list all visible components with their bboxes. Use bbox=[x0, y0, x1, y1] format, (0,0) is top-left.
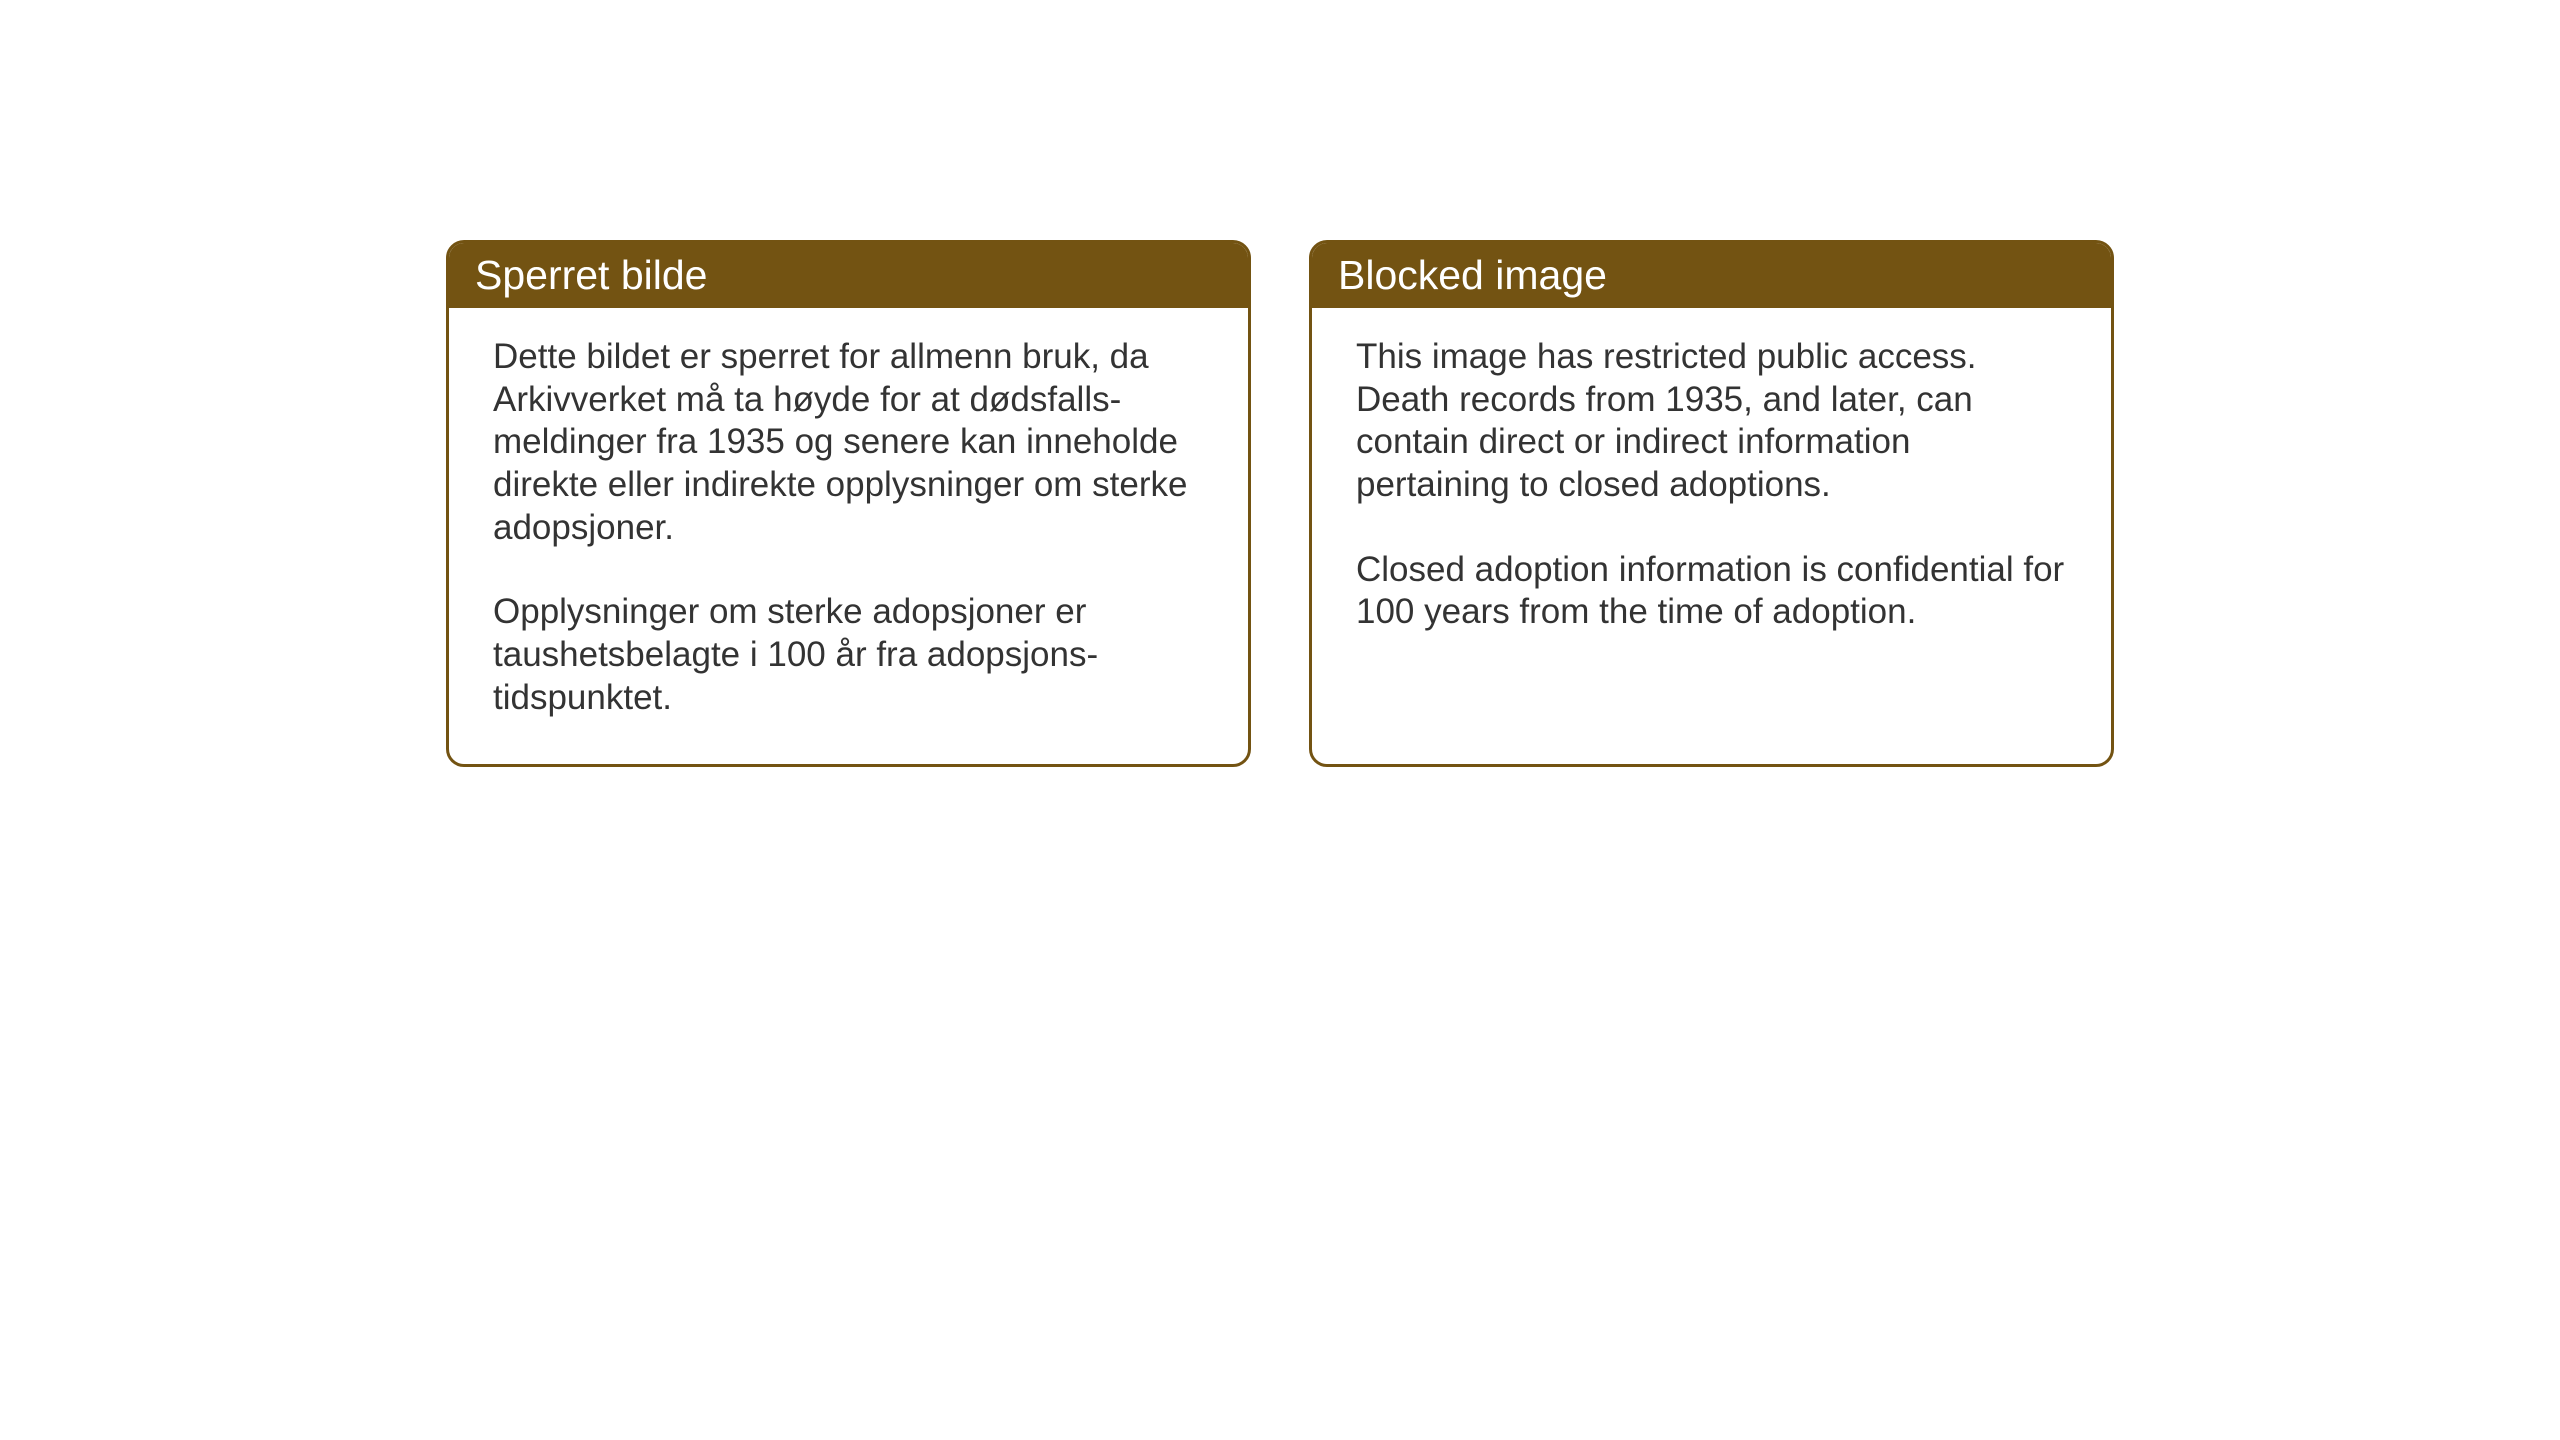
card-paragraph-norwegian-1: Dette bildet er sperret for allmenn bruk… bbox=[493, 336, 1204, 549]
card-paragraph-english-1: This image has restricted public access.… bbox=[1356, 336, 2067, 507]
card-paragraph-english-2: Closed adoption information is confident… bbox=[1356, 549, 2067, 634]
card-paragraph-norwegian-2: Opplysninger om sterke adopsjoner er tau… bbox=[493, 591, 1204, 719]
notice-card-english: Blocked image This image has restricted … bbox=[1309, 240, 2114, 767]
card-body-english: This image has restricted public access.… bbox=[1312, 308, 2111, 678]
notice-card-norwegian: Sperret bilde Dette bildet er sperret fo… bbox=[446, 240, 1251, 767]
card-header-norwegian: Sperret bilde bbox=[449, 243, 1248, 308]
card-header-english: Blocked image bbox=[1312, 243, 2111, 308]
card-body-norwegian: Dette bildet er sperret for allmenn bruk… bbox=[449, 308, 1248, 764]
notice-container: Sperret bilde Dette bildet er sperret fo… bbox=[446, 240, 2114, 767]
